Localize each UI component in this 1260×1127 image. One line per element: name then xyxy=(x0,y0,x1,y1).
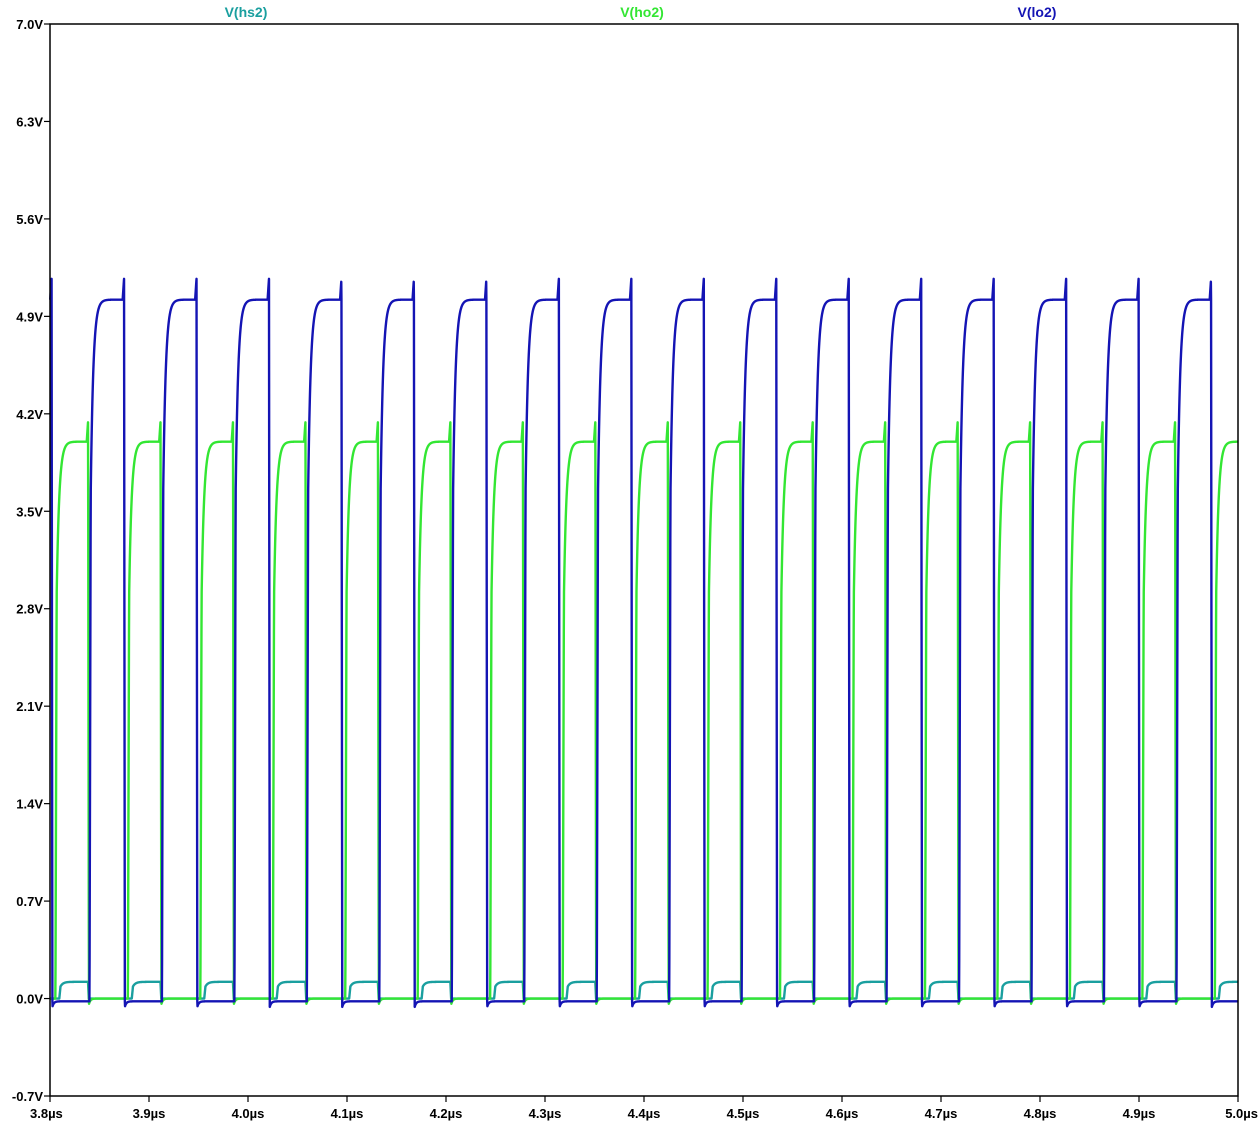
x-tick-label: 3.8µs xyxy=(30,1106,63,1121)
y-tick-label: 2.1V xyxy=(16,699,43,714)
legend: V(hs2) V(ho2) V(lo2) xyxy=(225,4,1057,20)
y-tick-label: 1.4V xyxy=(16,797,43,812)
y-axis: 7.0V 6.3V 5.6V 4.9V 4.2V 3.5V 2.8V 2.1V 1.4V 0.7V… xyxy=(12,17,50,1104)
y-tick-label: 2.8V xyxy=(16,602,43,617)
y-tick-label: 0.0V xyxy=(16,992,43,1007)
x-tick-label: 4.9µs xyxy=(1123,1106,1156,1121)
plot-frame xyxy=(49,23,1239,1097)
x-tick-label: 4.1µs xyxy=(331,1106,364,1121)
y-tick-label: 5.6V xyxy=(16,212,43,227)
y-tick-label: 4.9V xyxy=(16,309,43,324)
x-axis: 3.8µs 3.9µs 4.0µs 4.1µs 4.2µs 4.3µs 4.4µs 4.5µs… xyxy=(30,1096,1258,1121)
x-tick-label: 4.6µs xyxy=(826,1106,859,1121)
y-tick-label: 3.5V xyxy=(16,504,43,519)
trace-hs2 xyxy=(49,980,1239,1000)
traces xyxy=(49,277,1239,1009)
trace-lo2 xyxy=(49,277,1239,1009)
x-tick-label: 4.7µs xyxy=(925,1106,958,1121)
y-tick-label: 6.3V xyxy=(16,114,43,129)
legend-ho2[interactable]: V(ho2) xyxy=(620,4,664,20)
x-tick-label: 4.4µs xyxy=(628,1106,661,1121)
y-tick-label: 0.7V xyxy=(16,894,43,909)
x-tick-label: 4.0µs xyxy=(232,1106,265,1121)
y-tick-label: 4.2V xyxy=(16,407,43,422)
x-tick-label: 5.0µs xyxy=(1225,1106,1258,1121)
x-tick-label: 4.8µs xyxy=(1024,1106,1057,1121)
legend-hs2[interactable]: V(hs2) xyxy=(225,4,268,20)
y-tick-label: -0.7V xyxy=(12,1089,43,1104)
x-tick-label: 4.5µs xyxy=(727,1106,760,1121)
x-tick-label: 4.2µs xyxy=(430,1106,463,1121)
x-tick-label: 3.9µs xyxy=(133,1106,166,1121)
legend-lo2[interactable]: V(lo2) xyxy=(1018,4,1057,20)
x-tick-label: 4.3µs xyxy=(529,1106,562,1121)
trace-ho2 xyxy=(49,421,1239,1005)
y-tick-label: 7.0V xyxy=(16,17,43,32)
